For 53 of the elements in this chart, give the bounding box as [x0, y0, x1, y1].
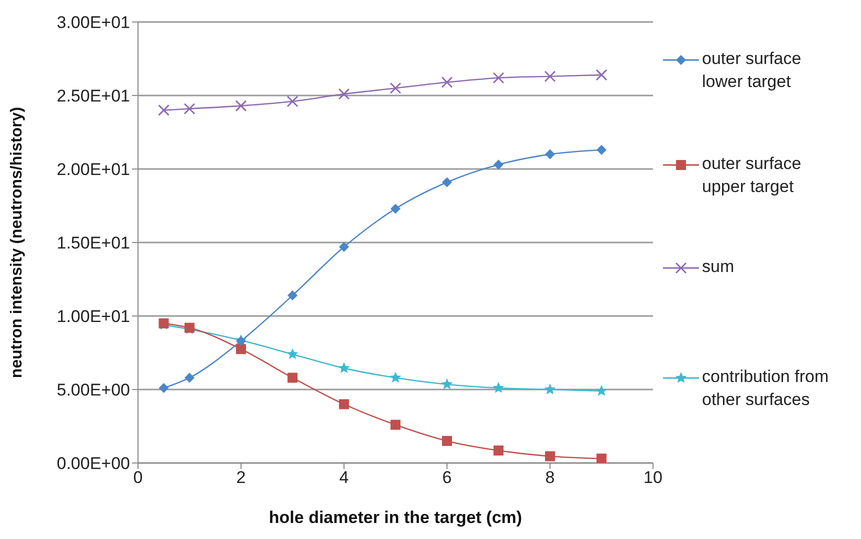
- legend-label: contribution from other surfaces: [702, 366, 830, 411]
- point: [390, 82, 402, 94]
- point: [596, 454, 606, 463]
- point: [442, 436, 452, 446]
- x-axis-title: hole diameter in the target (cm): [268, 508, 522, 527]
- x-tick-label: 8: [545, 468, 555, 488]
- y-tick-label: 5.00E+00: [56, 380, 130, 400]
- legend-label: sum: [702, 256, 736, 278]
- point: [339, 242, 349, 252]
- point: [158, 383, 169, 394]
- point: [158, 104, 170, 116]
- y-tick-label: 3.00E+01: [56, 13, 130, 32]
- point: [288, 372, 298, 383]
- y-tick-label: 2.50E+01: [56, 86, 130, 106]
- point: [338, 88, 350, 100]
- x-tick-label: 4: [339, 468, 349, 488]
- x-tick-label: 2: [236, 468, 246, 488]
- point: [492, 382, 504, 393]
- legend-label: outer surface lower target: [702, 48, 802, 93]
- point: [596, 384, 608, 396]
- point: [235, 100, 247, 112]
- point: [441, 76, 453, 88]
- point: [390, 372, 402, 383]
- x-tick-label: 0: [133, 468, 143, 488]
- legend-label: outer surface upper target: [702, 153, 802, 198]
- point: [545, 149, 555, 160]
- point: [286, 96, 298, 108]
- y-tick-label: 0.00E+00: [56, 454, 130, 474]
- x-tick-label: 10: [644, 468, 662, 488]
- point: [544, 384, 556, 394]
- point: [544, 70, 556, 82]
- y-tick-label: 2.00E+01: [56, 160, 130, 180]
- y-tick-label: 1.00E+01: [56, 307, 130, 326]
- point: [236, 344, 246, 354]
- point: [492, 72, 504, 84]
- y-tick-label: 1.50E+01: [56, 234, 130, 253]
- point: [545, 451, 555, 462]
- point: [286, 348, 298, 360]
- point: [494, 446, 504, 456]
- point: [596, 144, 606, 155]
- point: [596, 69, 608, 81]
- point: [442, 177, 452, 188]
- point: [390, 420, 400, 430]
- y-axis-title: neutron intensity (neutrons/history): [8, 106, 26, 378]
- point: [390, 204, 400, 214]
- point: [494, 160, 504, 170]
- point: [441, 378, 453, 390]
- point: [184, 372, 194, 383]
- x-tick-label: 6: [442, 468, 452, 488]
- point: [184, 102, 196, 114]
- point: [288, 290, 298, 300]
- point: [339, 399, 349, 410]
- point: [338, 362, 350, 374]
